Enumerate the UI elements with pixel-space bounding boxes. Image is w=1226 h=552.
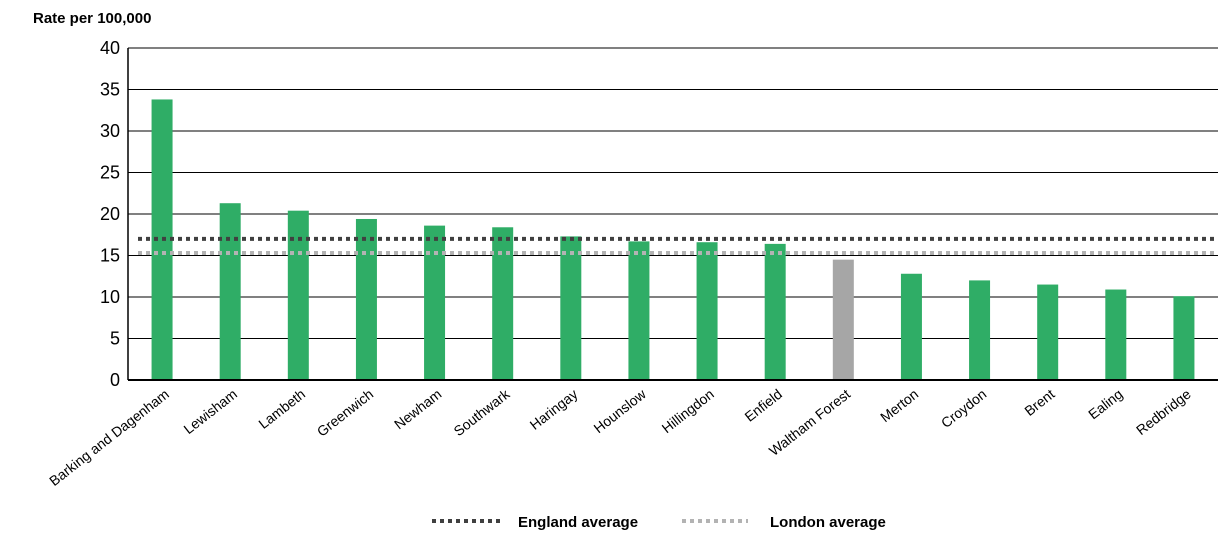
bar — [969, 280, 991, 380]
y-axis-label: Rate per 100,000 — [33, 10, 151, 27]
y-tick-label: 20 — [100, 204, 120, 224]
x-tick-label: Brent — [1021, 386, 1057, 419]
bar — [1105, 289, 1127, 380]
legend-london-label: London average — [770, 514, 886, 531]
x-tick-label: Croydon — [938, 386, 990, 431]
y-tick-label: 5 — [110, 329, 120, 349]
y-tick-label: 10 — [100, 287, 120, 307]
bar — [1173, 296, 1195, 380]
x-tick-label: Lewisham — [181, 386, 241, 437]
x-tick-label: Lambeth — [255, 386, 308, 432]
bar — [287, 210, 309, 380]
x-tick-label: Barking and Dagenham — [46, 386, 172, 489]
x-tick-label: Merton — [877, 386, 921, 425]
y-tick-label: 35 — [100, 80, 120, 100]
bar — [832, 259, 854, 380]
gridlines — [128, 47, 1218, 339]
x-tick-label: Haringay — [527, 386, 581, 433]
x-tick-label: Hounslow — [590, 385, 649, 436]
reference-lines — [138, 236, 1218, 256]
y-tick-label: 0 — [110, 370, 120, 390]
bar — [560, 236, 582, 380]
x-tick-label: Hillingdon — [659, 386, 717, 436]
bars — [151, 99, 1195, 381]
bar — [492, 227, 514, 380]
bar — [424, 225, 446, 380]
bar — [696, 242, 718, 380]
x-tick-label: Ealing — [1085, 386, 1126, 423]
x-tick-label: Southwark — [451, 385, 514, 439]
y-tick-label: 15 — [100, 246, 120, 266]
legend: England average London average — [432, 514, 886, 531]
y-tick-label: 40 — [100, 38, 120, 58]
x-tick-label: Redbridge — [1133, 386, 1194, 439]
bar — [355, 218, 377, 380]
bar — [219, 203, 241, 380]
y-tick-label: 25 — [100, 163, 120, 183]
bar — [764, 243, 786, 380]
x-tick-label: Greenwich — [314, 386, 377, 440]
x-tick-label: Enfield — [741, 386, 785, 425]
y-tick-labels: 0 5 10 15 20 25 30 35 40 — [100, 38, 120, 390]
x-tick-label: Newham — [391, 386, 444, 433]
bar — [900, 273, 922, 380]
x-tick-labels: Barking and Dagenham Lewisham Lambeth Green… — [46, 385, 1194, 489]
y-tick-label: 30 — [100, 121, 120, 141]
bar — [628, 241, 650, 380]
bar — [1037, 284, 1059, 380]
legend-england-label: England average — [518, 514, 638, 531]
